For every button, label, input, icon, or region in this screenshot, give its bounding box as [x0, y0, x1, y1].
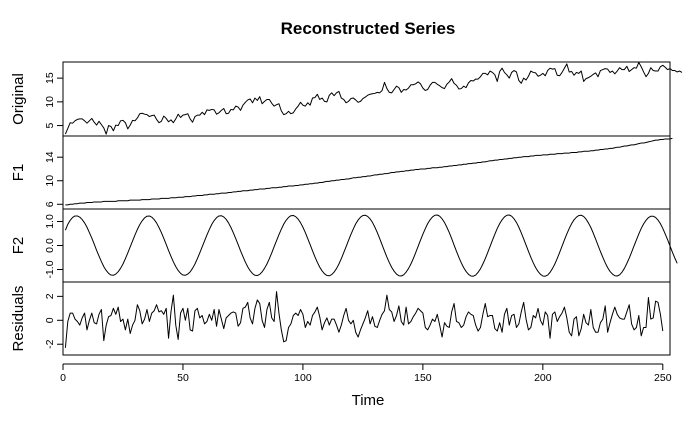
panel-residuals: -2 0 2 Residuals [10, 281, 671, 356]
panel-residuals-frame [62, 281, 671, 356]
panel-f2: -1.0 0.0 1.0 F2 [10, 208, 678, 283]
panel-residuals-ylabel: Residuals [10, 286, 27, 352]
panel-original-y-tick-label: 15 [44, 72, 56, 84]
chart-title: Reconstructed Series [281, 19, 456, 38]
panel-f1-y-tick-label: 6 [44, 201, 56, 207]
panel-original-y-tick-label: 10 [44, 96, 56, 108]
x-axis-title: Time [352, 392, 385, 409]
x-tick-label: 200 [534, 372, 552, 384]
x-axis: 0 50 100 150 200 250 [60, 363, 672, 384]
panel-original-ylabel: Original [10, 73, 27, 125]
panel-f1-y-tick-label: 10 [44, 175, 56, 187]
panel-original-series-line [64, 61, 683, 135]
panel-f1-frame [62, 135, 671, 210]
panel-residuals-series-line [64, 291, 664, 348]
panel-f1-series-line [65, 137, 673, 206]
x-tick-label: 150 [414, 372, 432, 384]
panel-original: 5 10 15 Original [10, 61, 683, 137]
panel-f2-y-tick-label: -1.0 [44, 260, 56, 278]
panel-f2-y-tick-label: 1.0 [44, 214, 56, 229]
panel-residuals-y-tick-label: 0 [44, 317, 56, 323]
x-tick-label: 250 [654, 372, 672, 384]
panel-original-y-tick-label: 5 [44, 122, 56, 128]
x-tick-label: 100 [294, 372, 312, 384]
panel-f1-ylabel: F1 [10, 164, 27, 182]
panel-f1: 6 10 14 F1 [10, 135, 673, 210]
panel-f2-y-tick-label: 0.0 [44, 238, 56, 253]
panels-group: 5 10 15 Original 6 10 14 F1 -1.0 0.0 1.0 F2 -2 0 2 Resi… [10, 61, 683, 356]
panel-residuals-y-tick-label: 2 [44, 293, 56, 299]
panel-f2-ylabel: F2 [10, 237, 27, 255]
panel-residuals-y-tick-label: -2 [44, 339, 56, 348]
panel-f1-y-tick-label: 14 [44, 151, 56, 163]
x-tick-label: 50 [177, 372, 189, 384]
x-tick-label: 0 [60, 372, 66, 384]
panel-f2-series-line [64, 214, 678, 277]
